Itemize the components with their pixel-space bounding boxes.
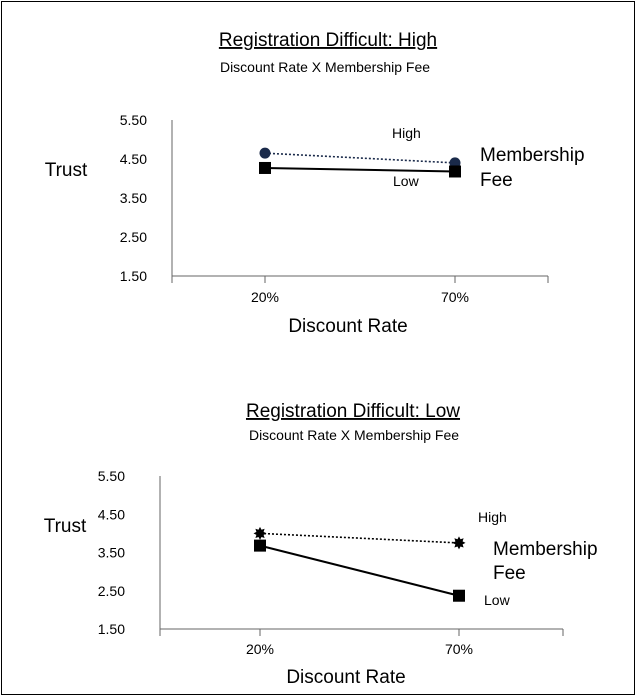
series-label-low: Low: [393, 173, 420, 189]
series-line-low: [264, 166, 456, 173]
legend-title-line-1: Membership: [493, 539, 598, 560]
chart-title: Registration Difficult: High: [219, 30, 437, 51]
plot-area: 5.50 4.50 3.50 2.50 1.50 20% 70% High Low: [98, 468, 564, 657]
data-point-low: [453, 589, 465, 602]
y-tick-label: 5.50: [120, 112, 147, 128]
series-label-high: High: [478, 509, 507, 525]
series-line-high: [259, 532, 460, 544]
series-label-low: Low: [484, 592, 511, 608]
y-tick-label: 5.50: [98, 468, 125, 484]
y-tick-label: 4.50: [98, 506, 125, 522]
data-point-low: [259, 161, 271, 174]
y-tick-label: 2.50: [98, 583, 125, 599]
chart-subtitle: Discount Rate X Membership Fee: [220, 59, 430, 75]
plot-area: 5.50 4.50 3.50 2.50 1.50 20% 70% High Low: [120, 112, 549, 305]
data-point-high: [259, 147, 271, 159]
data-point-low: [254, 539, 266, 552]
y-tick-label: 1.50: [98, 621, 125, 637]
y-axis-label: Trust: [45, 160, 88, 181]
y-tick-label: 3.50: [98, 545, 125, 561]
x-axis-label: Discount Rate: [288, 316, 407, 337]
legend-title-line-2: Fee: [493, 563, 526, 584]
chart-subtitle: Discount Rate X Membership Fee: [249, 427, 459, 443]
y-tick-label: 2.50: [120, 229, 147, 245]
data-point-high: [253, 526, 267, 540]
chart-registration-high: Registration Difficult: High Discount Ra…: [45, 30, 585, 337]
x-axis-label: Discount Rate: [286, 667, 405, 688]
data-point-low: [449, 165, 461, 178]
series-line-low: [259, 544, 460, 597]
chart-title: Registration Difficult: Low: [246, 401, 460, 422]
y-axis-label: Trust: [44, 516, 87, 537]
series-line-high: [264, 152, 456, 164]
legend-title-line-1: Membership: [480, 145, 585, 166]
data-point-high: [452, 536, 466, 550]
x-tick-label: 20%: [251, 289, 279, 305]
y-tick-label: 4.50: [120, 151, 147, 167]
legend-title-line-2: Fee: [480, 170, 513, 191]
y-tick-label: 1.50: [120, 268, 147, 284]
x-tick-label: 70%: [445, 641, 473, 657]
chart-registration-low: Registration Difficult: Low Discount Rat…: [44, 401, 598, 688]
series-label-high: High: [392, 125, 421, 141]
x-tick-label: 70%: [441, 289, 469, 305]
x-tick-label: 20%: [246, 641, 274, 657]
y-tick-label: 3.50: [120, 190, 147, 206]
